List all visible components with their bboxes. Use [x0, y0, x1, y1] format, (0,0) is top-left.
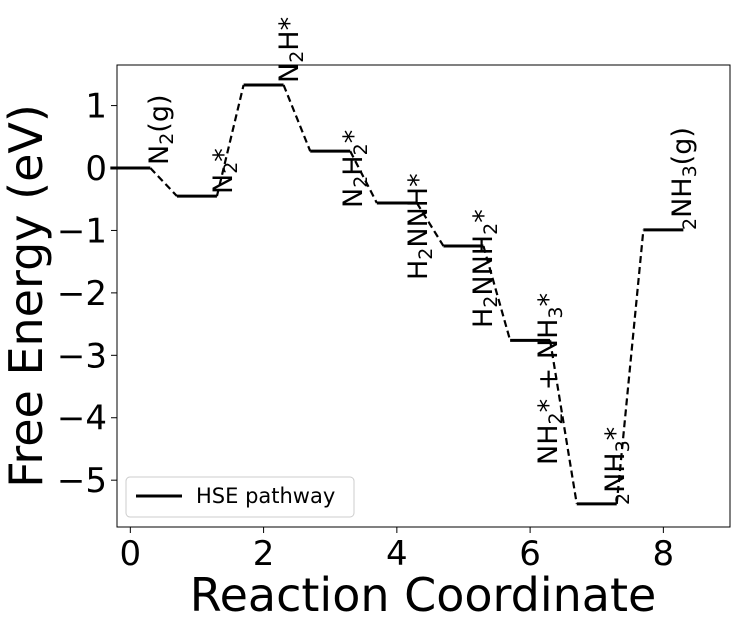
state-label: 2NH3(g) [667, 127, 701, 230]
y-tick-label: 1 [85, 87, 107, 127]
connector-line [549, 340, 578, 505]
legend-label: HSE pathway [196, 484, 335, 508]
x-tick-label: 4 [386, 534, 408, 574]
state-label: H2NNH* [403, 173, 437, 280]
state-label: H2NNH2* [468, 209, 502, 328]
x-axis-ticks: 0 2 4 6 8 [120, 527, 675, 574]
connector-lines [149, 84, 645, 505]
state-label: 2NH3* [600, 427, 634, 505]
connector-line [349, 150, 378, 204]
connector-line [149, 167, 178, 197]
y-tick-label: −5 [57, 461, 107, 501]
x-axis-title: Reaction Coordinate [190, 568, 657, 622]
y-tick-label: −1 [57, 211, 107, 251]
y-axis-title: Free Energy (eV) [0, 104, 53, 488]
connector-line [415, 202, 445, 247]
x-tick-label: 6 [519, 534, 541, 574]
x-tick-label: 8 [653, 534, 675, 574]
y-tick-label: 0 [85, 149, 107, 189]
state-label: N2(g) [144, 94, 178, 165]
connector-line [282, 84, 312, 152]
x-tick-label: 2 [253, 534, 275, 574]
connector-line [615, 229, 645, 505]
x-tick-label: 0 [120, 534, 142, 574]
state-labels: N2(g) N2* N2H* N2H2* H2NNH* H2NNH2* NH2* + NH3… [144, 17, 701, 505]
state-label: NH2* + NH3* [533, 293, 567, 465]
plot-area [116, 64, 731, 528]
state-label: N2H2* [338, 130, 372, 208]
connector-line [482, 245, 512, 341]
connector-line [215, 84, 245, 197]
y-tick-label: −3 [57, 336, 107, 376]
y-axis-ticks: 1 0 −1 −2 −3 −4 −5 [57, 87, 117, 501]
legend-box [125, 476, 355, 518]
y-tick-label: −2 [57, 274, 107, 314]
y-tick-label: −4 [57, 399, 107, 439]
state-label: N2H* [274, 17, 308, 83]
legend: HSE pathway [125, 476, 355, 518]
state-label: N2* [208, 148, 242, 194]
